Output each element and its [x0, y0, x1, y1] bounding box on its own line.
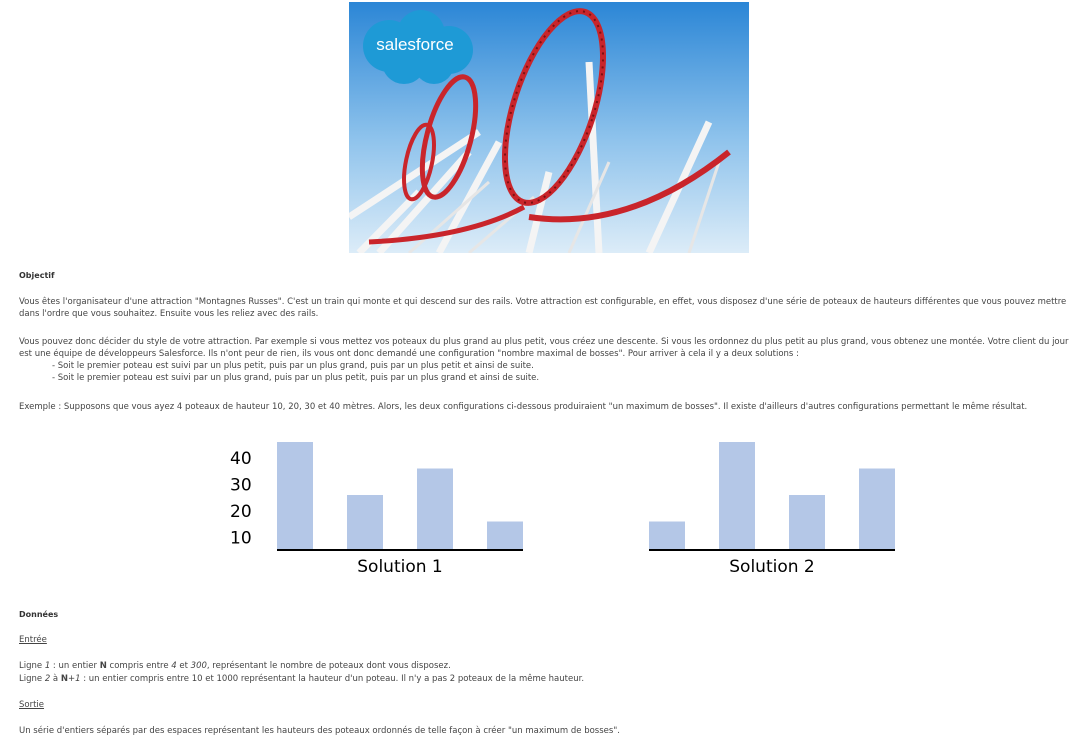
group-label: Solution 1 — [357, 557, 442, 577]
y-tick-label: 20 — [230, 502, 252, 522]
bar-1-3 — [417, 468, 453, 550]
line1-text-e: , représentant le nombre de poteaux dont… — [206, 661, 451, 671]
line1-text-c: compris entre — [106, 661, 172, 671]
donnees-heading: Données — [19, 610, 59, 619]
bullet-solution-2: - Soit le premier poteau est suivi par u… — [52, 373, 540, 383]
line1-n: N — [99, 661, 107, 671]
bar-2-3 — [789, 495, 825, 550]
line1-prefix: Ligne — [19, 661, 45, 671]
salesforce-logo-text: salesforce — [376, 35, 453, 54]
sortie-text: Un série d'entiers séparés par des espac… — [19, 726, 620, 736]
bar-2-1 — [649, 521, 685, 550]
y-tick-label: 40 — [230, 449, 252, 469]
entree-line-2: Ligne 2 à N+1 : un entier compris entre … — [19, 673, 1071, 685]
line1-max: 300 — [190, 661, 207, 671]
y-tick-label: 10 — [230, 529, 252, 549]
bar-1-4 — [487, 521, 523, 550]
example-paragraph: Exemple : Supposons que vous ayez 4 pote… — [19, 402, 1028, 412]
line2-text-c: : un entier compris entre 10 et 1000 rep… — [80, 674, 585, 684]
bar-chart-svg: 40 30 20 10 Solution 1 Solution 2 — [230, 442, 895, 577]
objectif-heading: Objectif — [19, 271, 55, 280]
sortie-heading: Sortie — [19, 700, 45, 710]
bullet-solution-1: - Soit le premier poteau est suivi par u… — [52, 361, 534, 371]
line1-number: 1 — [44, 661, 51, 671]
bar-2-2 — [719, 442, 755, 550]
line2-plus-one: +1 — [67, 674, 81, 684]
group-label: Solution 2 — [729, 557, 814, 577]
line2-prefix: Ligne — [19, 674, 45, 684]
objectif-paragraph-1: Vous êtes l'organisateur d'une attractio… — [19, 297, 1067, 319]
bar-2-4 — [859, 468, 895, 550]
line2-text-b: à — [50, 674, 61, 684]
objectif-paragraph-2: Vous pouvez donc décider du style de vot… — [19, 336, 1071, 384]
bar-1-2 — [347, 495, 383, 550]
line1-text-d: et — [176, 661, 191, 671]
bar-1-1 — [277, 442, 313, 550]
line1-text-b: : un entier — [50, 661, 100, 671]
line1-min: 4 — [171, 661, 177, 671]
entree-line-1: Ligne 1 : un entier N compris entre 4 et… — [19, 660, 1071, 672]
line2-number: 2 — [44, 674, 51, 684]
roller-coaster-image: salesforce — [349, 2, 749, 253]
entree-heading: Entrée — [19, 635, 47, 645]
line2-n: N — [60, 674, 68, 684]
bar-chart: 40 30 20 10 Solution 1 Solution 2 — [220, 430, 920, 580]
y-tick-label: 30 — [230, 476, 252, 496]
objectif-paragraph-2-text: Vous pouvez donc décider du style de vot… — [19, 337, 1069, 359]
